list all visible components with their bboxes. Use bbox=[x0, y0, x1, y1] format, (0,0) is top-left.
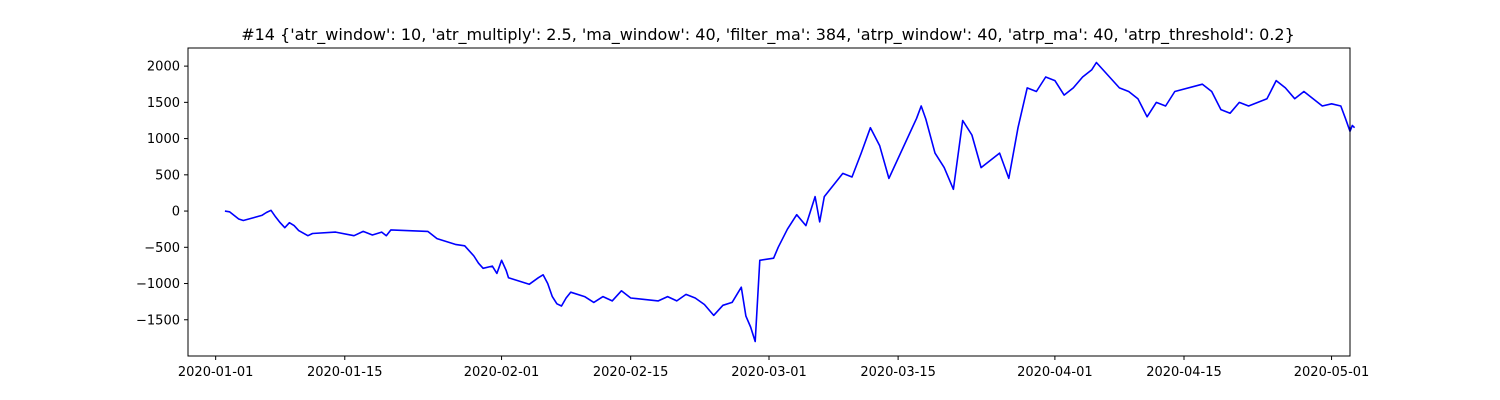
x-tick-label: 2020-03-01 bbox=[731, 365, 807, 380]
series-line bbox=[224, 61, 1356, 343]
y-tick-label: −1500 bbox=[136, 313, 180, 328]
y-tick-label: 1500 bbox=[147, 96, 180, 111]
x-tick-label: 2020-04-15 bbox=[1146, 365, 1222, 380]
x-tick-label: 2020-02-15 bbox=[593, 365, 669, 380]
chart-title: #14 {'atr_window': 10, 'atr_multiply': 2… bbox=[241, 25, 1295, 45]
y-tick-label: 500 bbox=[155, 168, 180, 183]
plot-frame bbox=[187, 47, 1351, 357]
x-tick-label: 2020-04-01 bbox=[1017, 365, 1093, 380]
x-tick-label: 2020-03-15 bbox=[860, 365, 936, 380]
y-tick-label: 1000 bbox=[147, 132, 180, 147]
y-tick-label: −1000 bbox=[136, 277, 180, 292]
y-tick-label: 2000 bbox=[147, 60, 180, 75]
x-tick-label: 2020-05-01 bbox=[1294, 365, 1370, 380]
x-axis: 2020-01-01 2020-01-15 2020-02-01 2020-02-15… bbox=[178, 356, 1369, 380]
y-axis: −1500 −1000 −500 0 500 1000 1500 2000 bbox=[136, 60, 188, 328]
y-tick-label: 0 bbox=[172, 205, 180, 220]
x-tick-label: 2020-02-01 bbox=[464, 365, 540, 380]
y-tick-label: −500 bbox=[144, 241, 180, 256]
x-tick-label: 2020-01-15 bbox=[307, 365, 383, 380]
plot-area bbox=[224, 61, 1356, 343]
x-tick-label: 2020-01-01 bbox=[178, 365, 254, 380]
